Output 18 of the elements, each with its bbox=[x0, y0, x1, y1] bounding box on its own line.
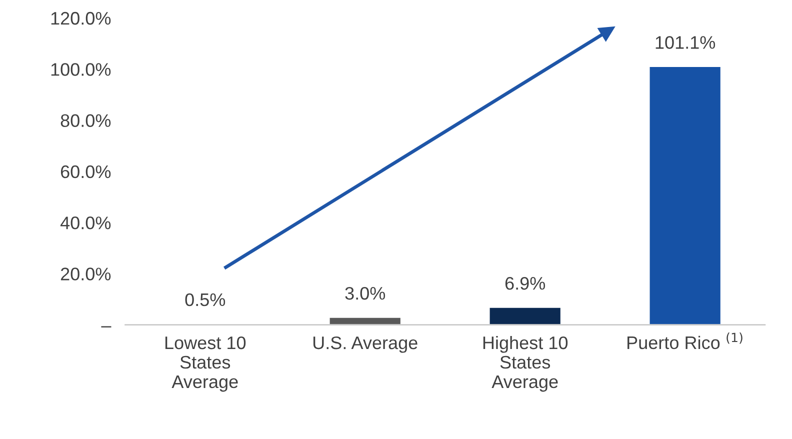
y-tick-label: 80.0% bbox=[60, 114, 111, 128]
bar bbox=[328, 316, 402, 325]
data-label: 0.5% bbox=[185, 293, 226, 306]
bar bbox=[488, 306, 562, 325]
data-label: 6.9% bbox=[505, 276, 546, 290]
y-tick-label: 40.0% bbox=[60, 216, 111, 230]
y-tick-label: 100.0% bbox=[51, 63, 111, 76]
bar bbox=[648, 66, 722, 325]
x-tick-label: Puerto Rico $^{(1)}$ bbox=[628, 332, 742, 350]
x-tick-label: Highest 10 States Average bbox=[483, 336, 568, 392]
y-tick-label: 20.0% bbox=[60, 268, 111, 280]
y-tick-label: 60.0% bbox=[60, 165, 111, 178]
data-label: 101.1% bbox=[656, 36, 716, 49]
y-tick-label: 120.0% bbox=[51, 12, 111, 25]
x-tick-label: U.S. Average bbox=[313, 336, 418, 353]
data-label: 3.0% bbox=[345, 286, 386, 300]
y-tick-label: – bbox=[101, 326, 112, 328]
x-tick-label: Lowest 10 States Average bbox=[165, 336, 246, 392]
